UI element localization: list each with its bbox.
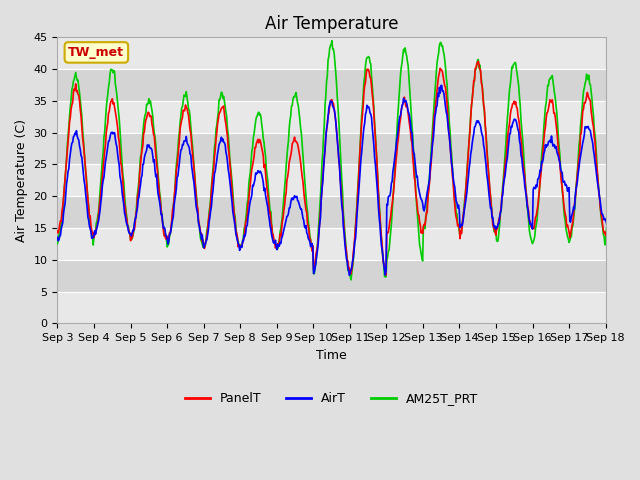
X-axis label: Time: Time bbox=[316, 348, 347, 362]
Bar bbox=[58, 260, 605, 292]
Title: Air Temperature: Air Temperature bbox=[265, 15, 398, 33]
Bar bbox=[58, 292, 605, 324]
Bar bbox=[58, 101, 605, 132]
Bar bbox=[58, 228, 605, 260]
Bar bbox=[58, 69, 605, 101]
Bar bbox=[58, 196, 605, 228]
Bar bbox=[58, 132, 605, 165]
Bar bbox=[58, 165, 605, 196]
Y-axis label: Air Temperature (C): Air Temperature (C) bbox=[15, 119, 28, 242]
Legend: PanelT, AirT, AM25T_PRT: PanelT, AirT, AM25T_PRT bbox=[180, 387, 483, 410]
Bar bbox=[58, 37, 605, 69]
Text: TW_met: TW_met bbox=[68, 46, 124, 59]
